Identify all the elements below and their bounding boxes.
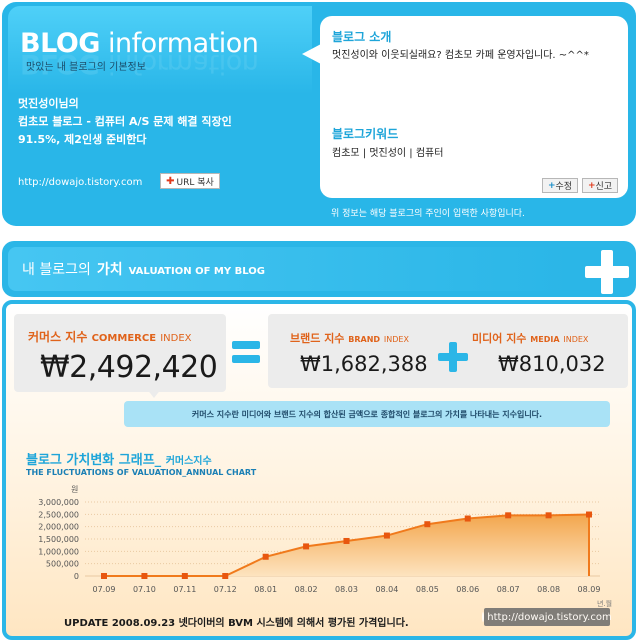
x-tick-label: 07.12 [214, 585, 237, 594]
watermark: http://dowajo.tistory.com [482, 608, 612, 626]
plus-icon: + [547, 180, 556, 191]
data-point [181, 573, 188, 579]
data-point [424, 521, 431, 528]
y-tick-label: 1,500,000 [38, 535, 79, 544]
y-tick-label: 3,000,000 [38, 498, 79, 507]
area-fill [104, 514, 589, 576]
data-point [505, 512, 512, 519]
index-explanation: 커머스 지수란 미디어와 브랜드 지수의 합산된 금액으로 종합적인 블로그의 … [124, 401, 610, 427]
commerce-index-value: ₩2,492,420 [40, 350, 218, 385]
edit-label: 수정 [555, 182, 573, 192]
data-point [383, 532, 390, 539]
y-axis-unit: 원 [71, 485, 78, 494]
url-copy-button[interactable]: ✚ URL 복사 [160, 173, 220, 189]
plus-icon: ✚ [166, 175, 175, 187]
valuation-title: 내 블로그의 가치 VALUATION OF MY BLOG [22, 259, 265, 279]
data-point [586, 511, 592, 518]
x-tick-label: 08.01 [254, 585, 277, 594]
x-tick-label: 08.07 [497, 585, 520, 594]
info-header-glow [8, 6, 312, 94]
blog-intro-bubble: 블로그 소개 멋진성이와 이웃되실래요? 컴초모 카페 운영자입니다. ~^^*… [320, 16, 628, 198]
blog-info-title: BLOG information [20, 28, 259, 59]
valuation-title-prefix: 내 블로그의 [22, 262, 91, 278]
brand-index-value: ₩1,682,388 [300, 352, 428, 376]
edit-button[interactable]: + 수정 [542, 178, 578, 193]
title-rest: information [99, 28, 259, 59]
data-point [101, 573, 107, 579]
y-tick-label: 0 [74, 572, 79, 581]
y-tick-label: 500,000 [46, 560, 79, 569]
blog-info-subtitle: 맛있는 내 블로그의 기본정보 [26, 62, 146, 73]
x-tick-label: 08.04 [375, 585, 398, 594]
data-point [464, 515, 471, 522]
x-axis-unit: 년.월 [597, 599, 612, 608]
plus-icon [438, 342, 468, 372]
data-point [545, 512, 552, 519]
blog-url-link[interactable]: http://dowajo.tistory.com [18, 177, 143, 188]
media-index-value: ₩810,032 [498, 352, 606, 376]
valuation-panel: 커머스 지수 COMMERCE INDEX ₩2,492,420 브랜드 지수 … [2, 300, 636, 640]
equals-icon [232, 341, 260, 365]
x-tick-label: 07.09 [93, 585, 116, 594]
commerce-box-pointer [146, 388, 162, 398]
url-copy-label: URL 복사 [176, 177, 214, 188]
expand-plus-icon[interactable] [585, 250, 629, 294]
valuation-title-english: VALUATION OF MY BLOG [128, 266, 265, 277]
brand-index-label: 브랜드 지수 BRAND INDEX [290, 332, 409, 345]
valuation-bar-highlight [8, 247, 568, 291]
y-tick-label: 1,000,000 [38, 547, 79, 556]
chart-subtitle: THE FLUCTUATIONS OF VALUATION_ANNUAL CHA… [26, 468, 257, 477]
data-point [303, 543, 310, 550]
media-index-label: 미디어 지수 MEDIA INDEX [472, 332, 589, 345]
sub-index-box: 브랜드 지수 BRAND INDEX ₩1,682,388 미디어 지수 MED… [268, 314, 628, 388]
info-disclaimer: 위 정보는 해당 블로그의 주인이 입력한 사항입니다. [331, 209, 525, 219]
x-tick-label: 07.11 [173, 585, 196, 594]
valuation-chart: 3,000,000 2,500,000 2,000,000 1,500,000 1,00… [38, 485, 612, 608]
x-tick-label: 08.03 [335, 585, 358, 594]
x-tick-label: 07.10 [133, 585, 156, 594]
x-tick-label: 08.09 [578, 585, 601, 594]
speech-bubble-tail [302, 44, 321, 64]
keyword-list: 컴초모 | 멋진성이 | 컴퓨터 [332, 148, 444, 159]
x-tick-label: 08.05 [416, 585, 439, 594]
update-note: UPDATE 2008.09.23 넷다이버의 BVM 시스템에 의해서 평가된… [64, 618, 409, 629]
data-point [222, 573, 229, 579]
watermark-text: http://dowajo.tistory.com [487, 611, 612, 623]
data-point [262, 553, 269, 560]
x-tick-label: 08.06 [456, 585, 479, 594]
chart-title: 블로그 가치변화 그래프_ 커머스지수 [26, 453, 212, 468]
owner-description-line1: 컴초모 블로그 - 컴퓨터 A/S 문제 해결 직장인 [18, 115, 232, 128]
watermark-icon [482, 612, 485, 622]
report-button[interactable]: + 신고 [582, 178, 618, 193]
title-bold: BLOG [20, 28, 100, 59]
y-tick-label: 2,000,000 [38, 523, 79, 532]
commerce-index-box: 커머스 지수 COMMERCE INDEX ₩2,492,420 [14, 314, 226, 392]
intro-heading: 블로그 소개 [332, 30, 392, 44]
data-point [343, 537, 350, 544]
valuation-title-emphasis: 가치 [96, 262, 123, 278]
commerce-index-label: 커머스 지수 COMMERCE INDEX [28, 330, 192, 344]
report-label: 신고 [595, 182, 613, 192]
data-point [141, 573, 148, 579]
x-tick-label: 08.08 [537, 585, 560, 594]
owner-name: 멋진성이님의 [18, 97, 79, 110]
intro-text: 멋진성이와 이웃되실래요? 컴초모 카페 운영자입니다. ~^^* [332, 50, 589, 61]
x-tick-label: 08.02 [295, 585, 318, 594]
y-tick-label: 2,500,000 [38, 510, 79, 519]
owner-description-line2: 91.5%, 제2인생 준비한다 [18, 133, 147, 146]
keyword-heading: 블로그키워드 [332, 127, 399, 141]
blog-info-panel: BLOG information BLOG information 맛있는 내 … [2, 2, 636, 226]
plus-icon: + [587, 180, 596, 191]
valuation-header-bar: 내 블로그의 가치 VALUATION OF MY BLOG [2, 241, 636, 297]
